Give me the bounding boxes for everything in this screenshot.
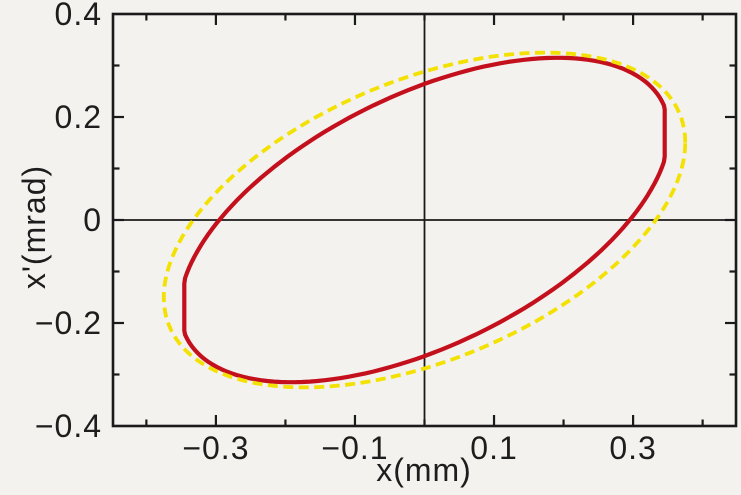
x-tick-label: 0.1 — [470, 430, 518, 466]
x-tick-label: −0.1 — [321, 430, 389, 466]
series-curve-solid — [182, 55, 667, 385]
series-curve-dashed — [161, 50, 688, 390]
y-tick-label: 0 — [83, 202, 102, 238]
y-tick-label: −0.2 — [34, 305, 102, 341]
y-tick-label: 0.4 — [54, 0, 102, 32]
x-tick-label: 0.3 — [609, 430, 657, 466]
plot-frame — [111, 12, 738, 428]
x-tick-label: −0.3 — [182, 430, 250, 466]
y-tick-label: 0.2 — [54, 99, 102, 135]
x-axis-title: x(mm) — [376, 452, 472, 488]
y-axis-title: x'(mrad) — [16, 164, 52, 290]
y-tick-label: −0.4 — [34, 408, 102, 444]
